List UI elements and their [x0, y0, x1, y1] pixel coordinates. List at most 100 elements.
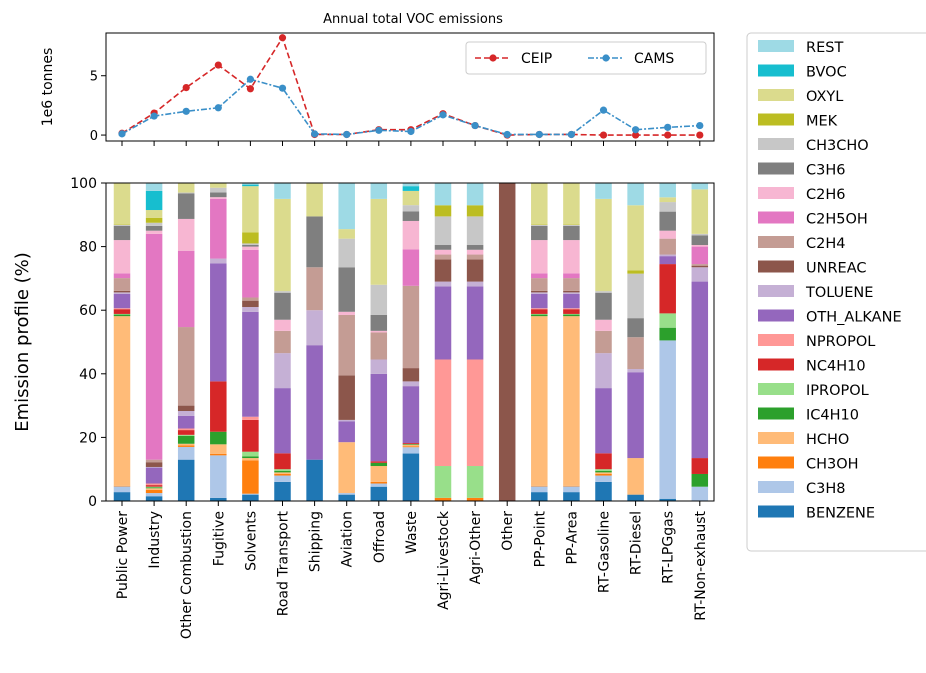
legend-label-ic4h10: IC4H10	[806, 408, 859, 424]
bar-segment-benzene	[210, 497, 227, 501]
bar-segment-nc4h10	[113, 309, 131, 314]
bar-segment-unreac	[563, 290, 580, 293]
bar-segment-ipropol	[531, 313, 548, 315]
x-tick-label-rt-gasoline: RT-Gasoline	[597, 511, 613, 593]
bar-segment-ch3cho	[177, 192, 195, 194]
bar-segment-toluene	[113, 292, 131, 294]
bar-segment-c2h5oh	[145, 233, 163, 460]
species-legend: REST BVOC OXYL MEK CH3CHO C3H6 C2H6 C2H5OH C2H4 U…	[746, 32, 926, 552]
bar-segment-c3h8	[113, 486, 131, 493]
bar-segment-c3h6	[306, 216, 323, 268]
bar-segment-ic4h10	[659, 327, 676, 341]
bar-segment-oxyl	[145, 210, 163, 218]
bar-segment-c2h6	[434, 249, 452, 255]
bar-segment-c2h5oh	[242, 249, 259, 298]
bar-segment-unreac	[434, 259, 452, 282]
bar-segment-ipropol	[242, 451, 259, 457]
bar-segment-nc4h10	[242, 419, 259, 452]
bar-segment-ch3cho	[145, 222, 163, 226]
point-cams	[214, 104, 222, 112]
bar-segment-ic4h10	[402, 444, 420, 445]
legend-label-toluene: TOLUENE	[805, 285, 873, 301]
legend-label-npropol: NPROPOL	[806, 334, 875, 350]
x-tick-label-pp-point: PP-Point	[532, 510, 548, 567]
bar-segment-c3h8	[210, 455, 227, 498]
bar-segment-oth-alkane	[113, 293, 131, 309]
bar-segment-oth-alkane	[274, 388, 291, 454]
legend-label-c2h6: C2H6	[806, 187, 845, 203]
legend-label-c3h6: C3H6	[806, 163, 845, 179]
bar-segment-unreac	[177, 405, 195, 412]
bar-segment-toluene	[531, 292, 548, 294]
legend-swatch-ipropol	[758, 383, 794, 395]
bar-segment-hcho	[210, 444, 227, 454]
bar-segment-rest	[691, 183, 709, 190]
bar-segment-c2h6	[595, 319, 612, 331]
bar-segment-c2h4	[242, 297, 259, 301]
bar-segment-toluene	[370, 359, 388, 374]
bar-segment-ipropol	[563, 313, 580, 315]
bar-segment-oth-alkane	[434, 286, 452, 360]
bar-segment-benzene	[306, 459, 323, 501]
bar-segment-c2h5oh	[531, 273, 548, 279]
bar-segment-oxyl	[338, 229, 355, 239]
bar-segment-c3h6	[466, 245, 484, 250]
top-plot-area	[118, 34, 704, 139]
point-cams	[343, 130, 351, 139]
legend-swatch-toluene	[758, 285, 794, 297]
bar-segment-c3h6	[210, 192, 227, 198]
bar-segment-hcho	[338, 442, 355, 494]
bar-segment-ch3cho	[691, 233, 709, 236]
bar-segment-nc4h10	[370, 461, 388, 463]
bar-segment-mek	[113, 224, 131, 225]
top-y-tick-label: 5	[90, 70, 98, 85]
x-tick-label-industry: Industry	[147, 511, 163, 569]
bar-segment-c2h6	[659, 230, 676, 239]
bottom-y-tick-label: 80	[79, 240, 97, 256]
bar-segment-benzene	[531, 492, 548, 501]
bar-segment-toluene	[306, 310, 323, 346]
bar-segment-ch3cho	[627, 273, 644, 319]
bar-segment-oxyl	[691, 189, 709, 234]
x-tick-label-road-transport: Road Transport	[276, 510, 292, 616]
legend-label-ipropol: IPROPOL	[806, 383, 869, 399]
bar-segment-ch3cho	[370, 284, 388, 315]
bottom-y-axis-label: Emission profile (%)	[12, 252, 33, 432]
bar-segment-oth-alkane	[466, 286, 484, 360]
bar-segment-oxyl	[627, 205, 644, 271]
bar-segment-oth-alkane	[595, 388, 612, 454]
x-tick-label-agri-other: Agri-Other	[468, 511, 484, 585]
bar-segment-nc4h10	[659, 264, 676, 314]
bar-segment-toluene	[466, 281, 484, 287]
point-cams	[182, 107, 190, 115]
bar-segment-ch3oh	[466, 497, 484, 501]
bar-segment-ch3cho	[242, 243, 259, 246]
bar-segment-toluene	[691, 267, 709, 282]
bar-segment-unreac	[242, 300, 259, 308]
x-tick-label-pp-area: PP-Area	[564, 511, 580, 565]
bar-segment-ipropol	[177, 434, 195, 436]
bar-segment-c2h4	[145, 459, 163, 463]
bar-segment-toluene	[242, 307, 259, 312]
bar-segment-ch3cho	[595, 291, 612, 293]
legend-swatch-mek	[758, 113, 794, 126]
bar-segment-toluene	[595, 353, 612, 389]
bar-segment-benzene	[370, 486, 388, 501]
bar-segment-ipropol	[274, 469, 291, 471]
bar-segment-rest	[402, 183, 420, 187]
bar-segment-toluene	[659, 254, 676, 257]
legend-swatch-benzene	[758, 505, 794, 518]
x-tick-label-waste: Waste	[404, 511, 420, 554]
bar-segment-benzene	[659, 498, 676, 501]
bar-segment-unreac	[531, 290, 548, 293]
bar-segment-oxyl	[113, 183, 131, 225]
bar-segment-benzene	[338, 494, 355, 501]
bar-segment-oxyl	[595, 198, 612, 292]
top-y-tick-label: 0	[90, 129, 98, 144]
legend-label-rest: REST	[806, 40, 843, 56]
bar-segment-unreac	[145, 462, 163, 467]
bar-segment-mek	[466, 205, 484, 217]
bar-segment-c3h6	[145, 225, 163, 231]
bar-segment-c3h6	[434, 245, 452, 250]
bar-segment-ic4h10	[370, 462, 388, 467]
